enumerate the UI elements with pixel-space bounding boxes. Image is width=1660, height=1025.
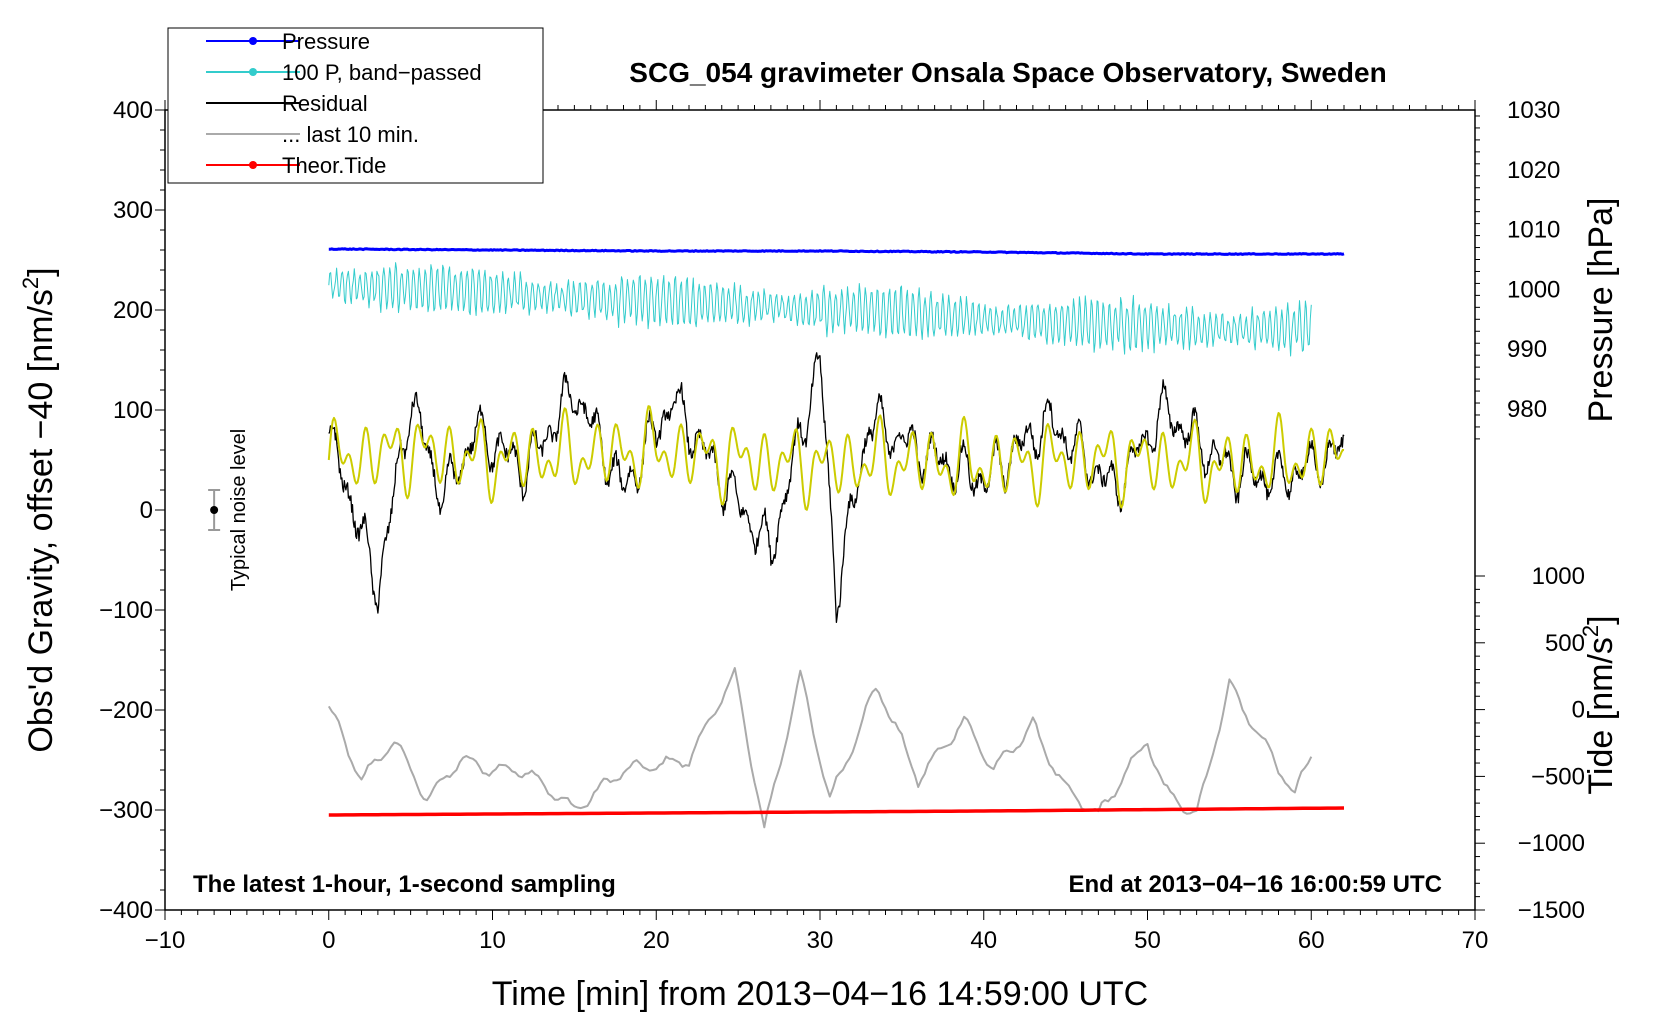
y-axis-title-tide-main: Tide [nm/s [1582,637,1620,794]
series-last-10-min [327,667,1313,829]
y-tick-label-pressure: 1000 [1507,276,1560,303]
x-tick-label: −10 [145,927,186,954]
series-residual-smoothed [327,405,1345,511]
annotation-bottom-right: End at 2013−04−16 16:00:59 UTC [1068,871,1442,898]
x-tick-label: 50 [1134,927,1161,954]
y-tick-label-tide: −1000 [1518,830,1585,857]
y-tick-label-left: −300 [99,797,153,824]
y-axis-title-tide-end: ] [1582,615,1620,624]
legend-label: Residual [282,91,368,116]
x-tick-label: 70 [1462,927,1489,954]
y-tick-label-left: 400 [113,97,153,124]
y-tick-label-pressure: 1020 [1507,157,1560,184]
y-tick-label-tide: −1500 [1518,897,1585,924]
y-tick-label-left: −200 [99,697,153,724]
x-tick-label: 0 [322,927,335,954]
y-tick-label-left: 100 [113,397,153,424]
y-axis-title-left: Obs'd Gravity, offset −40 [nm/s2] [18,267,60,752]
legend-label: ... last 10 min. [282,122,419,147]
x-tick-label: 20 [643,927,670,954]
x-tick-label: 60 [1298,927,1325,954]
y-tick-label-pressure: 990 [1507,336,1547,363]
y-tick-label-pressure: 1030 [1507,97,1560,124]
series-theoretical-tide [328,806,1345,817]
y-tick-label-pressure: 980 [1507,396,1547,423]
annotation-bottom-left: The latest 1-hour, 1-second sampling [193,871,616,898]
y-tick-label-left: 300 [113,197,153,224]
noise-marker-dot [210,506,219,514]
x-axis-title: Time [min] from 2013−04−16 14:59:00 UTC [492,975,1148,1013]
y-tick-label-pressure: 1010 [1507,217,1560,244]
legend-label: 100 P, band−passed [282,60,482,85]
y-tick-label-left: −400 [99,897,153,924]
legend-label: Theor.Tide [282,153,386,178]
y-axis-title-left-sup: 2 [18,277,43,289]
y-axis-title-left-main: Obs'd Gravity, offset −40 [nm/s [22,289,60,752]
y-tick-label-tide: 1000 [1532,563,1585,590]
y-tick-label-tide: 0 [1572,697,1585,724]
legend-marker [249,161,257,169]
plot-frame [164,109,1476,911]
y-axis-title-tide-sup: 2 [1578,625,1603,637]
y-axis-title-tide: Tide [nm/s2] [1578,615,1620,794]
series-residual [328,352,1345,624]
y-tick-label-tide: 500 [1545,630,1585,657]
legend-label: Pressure [282,29,370,54]
legend-marker [249,68,257,76]
y-tick-label-left: 200 [113,297,153,324]
legend-box [167,27,544,184]
series-pressure-bandpassed [328,262,1312,357]
series-pressure [328,247,1345,256]
legend-marker [249,37,257,45]
y-tick-label-tide: −500 [1531,763,1585,790]
x-tick-label: 10 [479,927,506,954]
y-tick-label-left: −100 [99,597,153,624]
x-tick-label: 30 [807,927,834,954]
y-tick-label-left: 0 [140,497,153,524]
x-tick-label: 40 [970,927,997,954]
y-axis-title-pressure: Pressure [hPa] [1582,198,1620,423]
noise-level-label: Typical noise level [228,429,250,591]
y-axis-title-left-end: ] [22,267,60,276]
chart-title: SCG_054 gravimeter Onsala Space Observat… [629,57,1386,88]
